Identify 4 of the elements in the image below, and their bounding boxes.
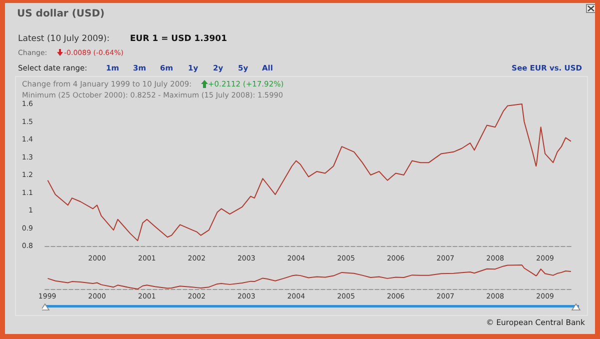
chart-title: US dollar (USD) [17, 8, 105, 20]
text: Latest (10 July 2009): [18, 34, 110, 44]
text: EUR 1 = USD 1.3901 [130, 34, 228, 44]
line-series [47, 104, 572, 242]
